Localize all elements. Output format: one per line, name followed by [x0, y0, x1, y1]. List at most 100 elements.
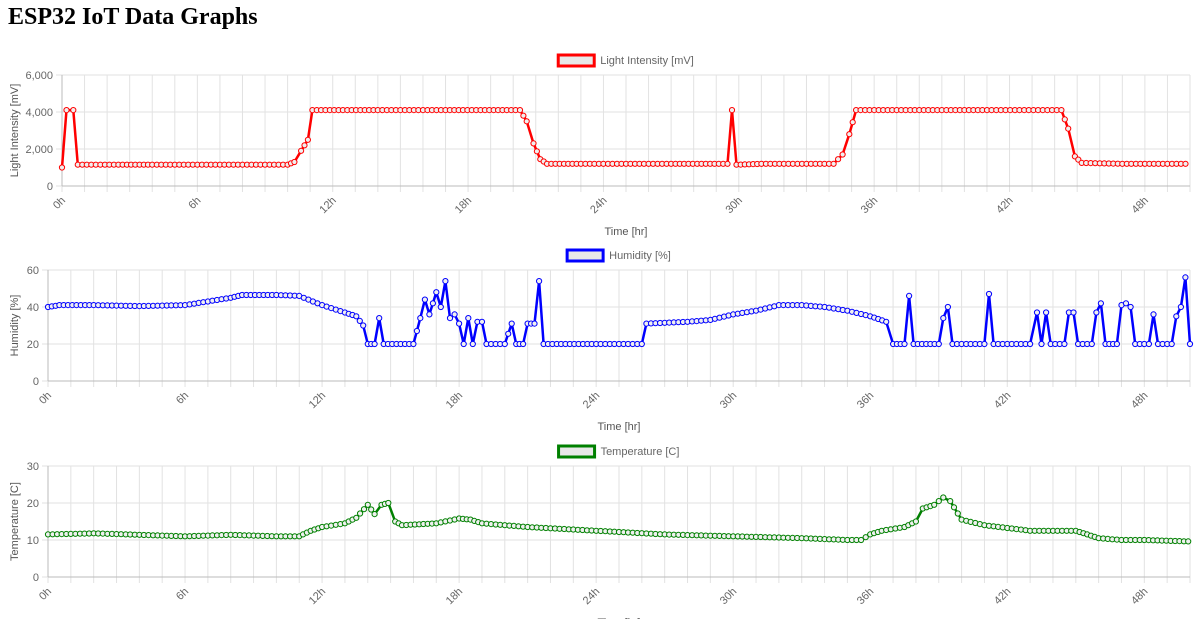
humidity-data-point[interactable] — [505, 330, 512, 337]
temperature-data-point[interactable] — [360, 506, 368, 513]
humidity-data-point[interactable] — [1043, 309, 1050, 316]
legend[interactable]: Light Intensity [mV] — [556, 53, 694, 68]
light-data-point[interactable] — [835, 156, 842, 163]
light-data-point[interactable] — [846, 131, 853, 138]
humidity-data-point[interactable] — [456, 320, 463, 327]
humidity-data-point[interactable] — [1033, 309, 1041, 316]
temperature-data-point[interactable] — [353, 514, 360, 521]
humidity-data-point[interactable] — [508, 320, 515, 327]
temperature-data-point[interactable] — [931, 501, 938, 508]
humidity-data-point[interactable] — [531, 320, 538, 327]
humidity-data-point[interactable] — [520, 340, 527, 348]
humidity-data-point[interactable] — [1088, 340, 1095, 348]
humidity-data-point[interactable] — [1122, 300, 1130, 307]
light-data-point[interactable] — [849, 119, 856, 126]
legend[interactable]: Humidity [%] — [565, 248, 671, 263]
light-data-point[interactable] — [301, 142, 308, 149]
humidity-data-point[interactable] — [429, 300, 436, 307]
temperature-data-point[interactable] — [862, 534, 869, 541]
temperature-data-point[interactable] — [950, 504, 958, 511]
humidity-data-point[interactable] — [465, 315, 472, 322]
temperature-data-point[interactable] — [385, 499, 392, 507]
temperature-data-point[interactable] — [368, 506, 375, 513]
light-data-point[interactable] — [530, 140, 537, 147]
humidity-data-point[interactable] — [437, 303, 444, 311]
humidity-data-point[interactable] — [433, 289, 440, 296]
light-data-point[interactable] — [304, 136, 311, 143]
light-data-point[interactable] — [830, 160, 837, 167]
humidity-data-point[interactable] — [1173, 313, 1180, 320]
light-data-point[interactable] — [520, 112, 527, 119]
humidity-data-point[interactable] — [1027, 340, 1034, 348]
humidity-data-point[interactable] — [446, 315, 454, 322]
y-tick-label: 30 — [27, 461, 39, 473]
humidity-data-point[interactable] — [376, 315, 383, 322]
humidity-data-point[interactable] — [1113, 340, 1121, 348]
humidity-data-point[interactable] — [1168, 340, 1175, 348]
humidity-data-point[interactable] — [478, 318, 486, 325]
light-data-point[interactable] — [724, 160, 731, 167]
humidity-data-point[interactable] — [944, 303, 952, 311]
humidity-data-point[interactable] — [460, 340, 467, 348]
humidity-data-point[interactable] — [451, 311, 458, 318]
temperature-data-point[interactable] — [954, 510, 961, 517]
light-data-point[interactable] — [70, 107, 77, 114]
humidity-data-point[interactable] — [536, 278, 543, 285]
humidity-data-point[interactable] — [638, 340, 645, 348]
humidity-data-point[interactable] — [360, 322, 367, 329]
humidity-data-point[interactable] — [353, 313, 360, 320]
humidity-data-point[interactable] — [981, 340, 988, 348]
temperature-data-point[interactable] — [371, 511, 378, 518]
humidity-data-point[interactable] — [1093, 309, 1100, 316]
temperature-data-point[interactable] — [912, 518, 920, 525]
light-data-point[interactable] — [1061, 116, 1068, 123]
humidity-data-point[interactable] — [906, 292, 913, 300]
light-data-point[interactable] — [291, 158, 298, 166]
humidity-data-point[interactable] — [1061, 340, 1068, 348]
light-data-point[interactable] — [63, 107, 70, 114]
humidity-data-point[interactable] — [1070, 309, 1077, 316]
humidity-data-point[interactable] — [410, 340, 417, 348]
temperature-data-point[interactable] — [357, 510, 364, 517]
humidity-data-point[interactable] — [901, 340, 908, 348]
legend[interactable]: Temperature [C] — [557, 444, 680, 459]
temperature-data-point[interactable] — [1185, 538, 1192, 545]
humidity-data-point[interactable] — [371, 340, 378, 348]
humidity-data-point[interactable] — [1127, 303, 1134, 311]
light-data-point[interactable] — [523, 118, 530, 125]
light-data-point[interactable] — [516, 107, 524, 114]
humidity-data-point[interactable] — [935, 340, 942, 348]
humidity-data-point[interactable] — [1186, 340, 1194, 348]
light-data-point[interactable] — [298, 147, 305, 154]
light-data-point[interactable] — [728, 107, 736, 114]
humidity-data-point[interactable] — [417, 315, 424, 322]
light-data-point[interactable] — [1065, 125, 1072, 132]
light-data-point[interactable] — [58, 164, 66, 171]
humidity-data-point[interactable] — [469, 340, 476, 348]
temperature-data-point[interactable] — [947, 498, 954, 505]
humidity-data-point[interactable] — [1145, 340, 1153, 348]
temperature-data-point[interactable] — [858, 536, 865, 544]
humidity-data-point[interactable] — [985, 290, 993, 298]
light-data-point[interactable] — [1058, 107, 1065, 114]
humidity-data-point[interactable] — [1150, 311, 1157, 318]
humidity-data-point[interactable] — [1177, 303, 1185, 311]
humidity-data-point[interactable] — [883, 318, 890, 325]
humidity-data-point[interactable] — [421, 296, 428, 303]
humidity-data-point[interactable] — [501, 340, 508, 348]
humidity-data-point[interactable] — [1097, 300, 1105, 307]
x-tick-label: 6h — [174, 586, 191, 603]
light-data-point[interactable] — [839, 151, 846, 158]
humidity-data-point[interactable] — [413, 327, 420, 335]
temperature-data-point[interactable] — [940, 494, 947, 501]
light-data-point[interactable] — [1182, 160, 1189, 167]
humidity-data-point[interactable] — [940, 315, 947, 322]
temperature-data-point[interactable] — [935, 498, 942, 505]
temperature-data-point[interactable] — [364, 501, 371, 508]
humidity-data-point[interactable] — [426, 311, 433, 318]
humidity-data-point[interactable] — [1182, 274, 1189, 281]
humidity-data-point[interactable] — [1038, 340, 1045, 348]
humidity-data-point[interactable] — [442, 278, 449, 285]
humidity-data-point[interactable] — [356, 317, 363, 325]
light-data-point[interactable] — [533, 148, 541, 155]
